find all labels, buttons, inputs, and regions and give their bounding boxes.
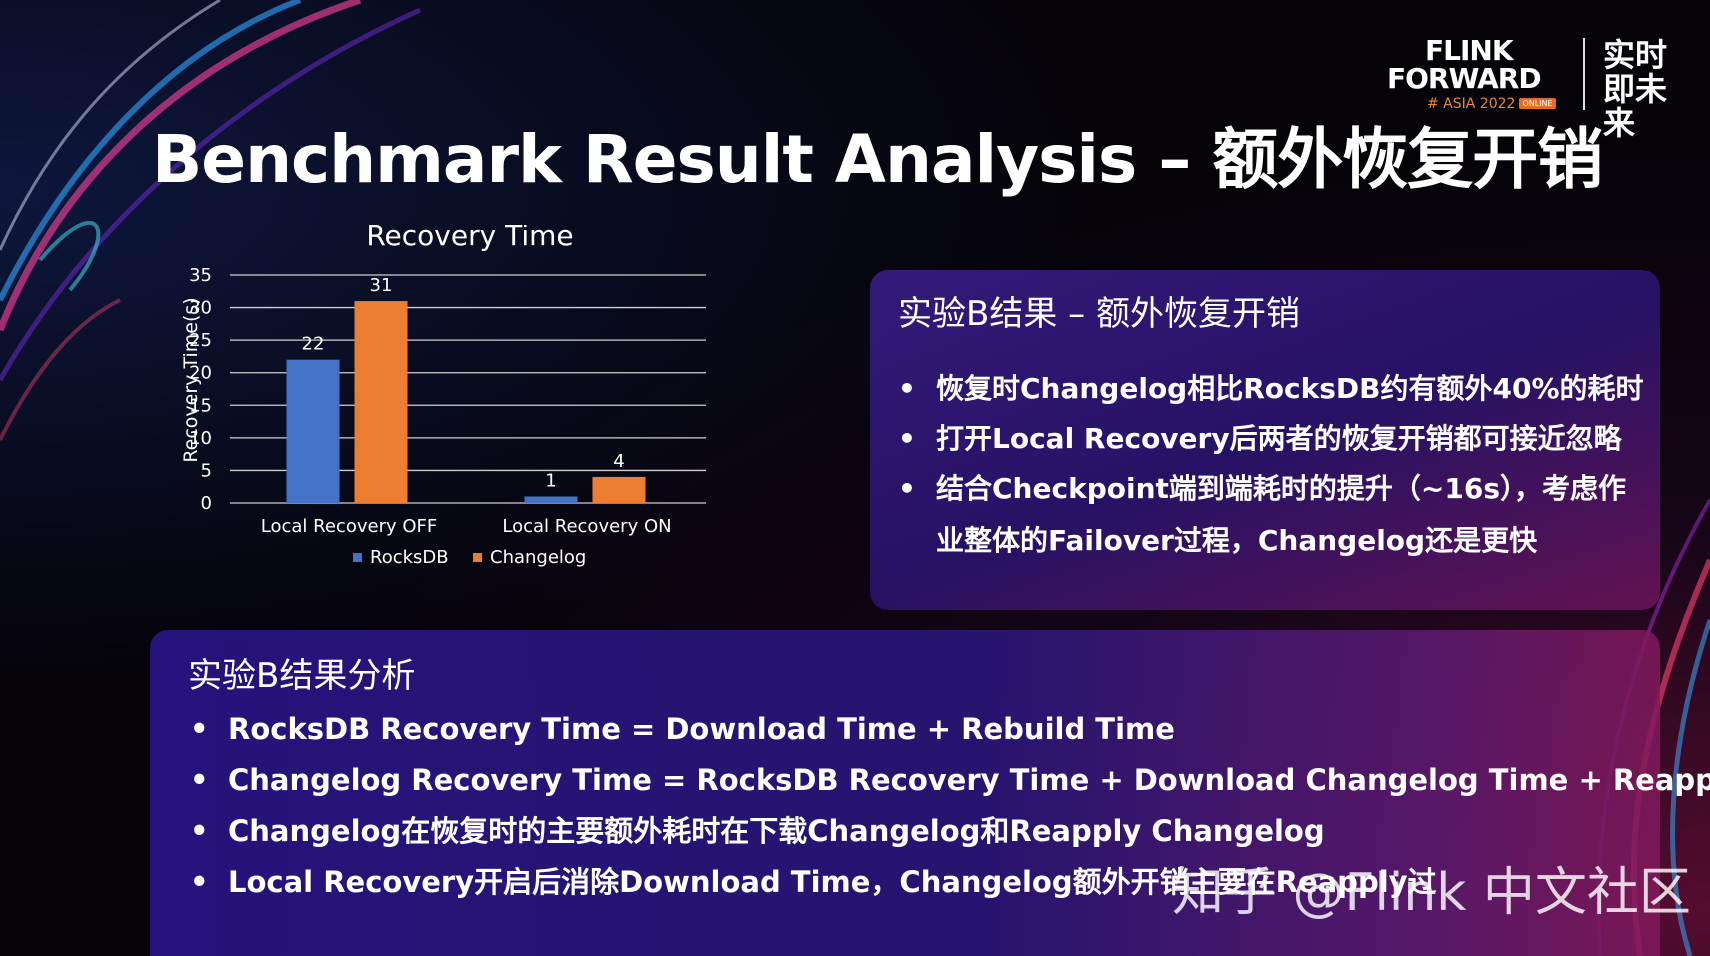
bar-rocksdb-0 (286, 359, 340, 503)
bullet-dot: • (898, 422, 916, 455)
x-tick-labels: Local Recovery OFF Local Recovery ON (261, 516, 672, 537)
y-tick-label: 35 (189, 265, 212, 286)
result-panel-title: 实验B结果 – 额外恢复开销 (898, 294, 1300, 334)
slide-title: Benchmark Result Analysis – 额外恢复开销 (152, 121, 1603, 198)
y-tick-label: 30 (189, 298, 212, 319)
recovery-time-chart: Recovery Time Recovery Time(s) 0 5 10 15 20 2… (180, 225, 706, 568)
analysis-bullet: • Changelog Recovery Time = RocksDB Recov… (190, 755, 1710, 806)
bar-data-label: 4 (613, 451, 624, 472)
y-axis-label: Recovery Time(s) (180, 297, 202, 462)
legend-swatch (473, 553, 482, 562)
x-tick-label: Local Recovery ON (502, 516, 671, 537)
legend-swatch (353, 553, 362, 562)
y-tick-label: 5 (201, 460, 212, 481)
bar-data-label: 22 (302, 334, 325, 355)
analysis-bullet-text: RocksDB Recovery Time = Download Time + … (228, 712, 1175, 746)
y-tick-label: 10 (189, 428, 212, 449)
bullet-dot: • (190, 814, 209, 848)
bar-data-label: 1 (545, 470, 556, 491)
logo-separator (1583, 38, 1585, 110)
y-tick-label: 25 (189, 330, 212, 351)
result-panel: 实验B结果 – 额外恢复开销 • 恢复时Changelog相比RocksDB约有额… (870, 270, 1660, 610)
bar-data-labels: 22 31 1 4 (302, 275, 625, 491)
logo-line-1: FLINK (1425, 34, 1514, 67)
logo-line-2: FORWARD (1387, 62, 1542, 95)
logo-line-3: # ASIA 2022 ONLINE (1427, 96, 1556, 112)
result-bullet: • 打开Local Recovery后两者的恢复开销都可接近忽略 (898, 414, 1644, 464)
bar-changelog-1 (592, 476, 646, 503)
bullet-dot: • (190, 865, 209, 899)
bullet-dot: • (190, 712, 209, 746)
legend-label: Changelog (490, 547, 586, 568)
analysis-bullet: • Local Recovery开启后消除Download Time，Change… (190, 857, 1710, 908)
logo-event: # ASIA 2022 (1427, 96, 1516, 112)
result-bullet-continuation: 业整体的Failover过程，Changelog还是更快 (936, 524, 1538, 557)
analysis-bullets: • RocksDB Recovery Time = Download Time +… (190, 704, 1710, 908)
bullet-dot: • (898, 472, 916, 505)
y-tick-label: 15 (189, 395, 212, 416)
flink-forward-logo: FLINK FORWARD # ASIA 2022 ONLINE 实时即未来 (1385, 34, 1685, 140)
bullet-dot: • (898, 372, 916, 405)
legend-label: RocksDB (370, 547, 449, 568)
analysis-panel-title: 实验B结果分析 (188, 656, 416, 696)
watermark: 知乎 @Flink 中文社区 (1172, 863, 1691, 923)
chart-bars (286, 301, 646, 503)
result-bullet-text: 恢复时Changelog相比RocksDB约有额外40%的耗时 (936, 372, 1644, 405)
y-tick-label: 20 (189, 363, 212, 384)
x-tick-label: Local Recovery OFF (261, 516, 437, 537)
result-bullet-text: 打开Local Recovery后两者的恢复开销都可接近忽略 (936, 422, 1622, 455)
result-bullet: • 恢复时Changelog相比RocksDB约有额外40%的耗时 (898, 364, 1644, 414)
analysis-panel: 实验B结果分析 • RocksDB Recovery Time = Downloa… (150, 630, 1710, 956)
bar-data-label: 31 (370, 275, 393, 296)
y-tick-label: 0 (201, 493, 212, 514)
bar-rocksdb-1 (524, 496, 578, 503)
result-bullets: • 恢复时Changelog相比RocksDB约有额外40%的耗时 • 打开Loca… (898, 364, 1644, 566)
analysis-bullet-text: Local Recovery开启后消除Download Time，Changel… (228, 865, 1437, 899)
analysis-bullet: • RocksDB Recovery Time = Download Time +… (190, 704, 1710, 755)
chart-legend: RocksDB Changelog (353, 547, 586, 568)
y-tick-labels: 0 5 10 15 20 25 30 35 (189, 265, 212, 514)
bullet-dot: • (190, 763, 209, 797)
logo-slogan: 实时即未来 (1603, 36, 1668, 142)
analysis-bullet: • Changelog在恢复时的主要额外耗时在下载Changelog和Reappl… (190, 806, 1710, 857)
chart-title: Recovery Time (366, 225, 573, 252)
result-bullet: • 结合Checkpoint端到端耗时的提升（~16s），考虑作 (898, 464, 1644, 514)
analysis-bullet-text: Changelog在恢复时的主要额外耗时在下载Changelog和Reapply… (228, 814, 1325, 848)
online-badge: ONLINE (1519, 98, 1556, 109)
bar-changelog-0 (354, 301, 408, 503)
analysis-bullet-text: Changelog Recovery Time = RocksDB Recove… (228, 763, 1710, 797)
result-bullet-text: 结合Checkpoint端到端耗时的提升（~16s），考虑作 (936, 472, 1626, 505)
